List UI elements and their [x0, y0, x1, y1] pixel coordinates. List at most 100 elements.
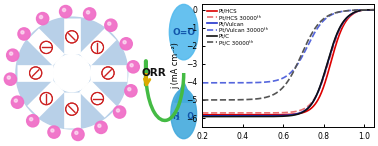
Circle shape: [105, 19, 117, 31]
Pt/HCS: [301, 112, 306, 113]
Circle shape: [75, 131, 78, 134]
Circle shape: [116, 109, 119, 112]
Circle shape: [72, 128, 84, 140]
Pt/HCS 30000ᵗʰ: [330, 51, 334, 52]
Circle shape: [169, 4, 198, 60]
Pt/Vulcan: [200, 115, 204, 117]
Pt/C 30000ᵗʰ: [200, 99, 204, 101]
Pt/C: [301, 111, 306, 113]
Circle shape: [67, 32, 77, 42]
Pt/HCS 30000ᵗʰ: [372, 9, 376, 11]
Circle shape: [6, 49, 19, 61]
Pt/Vulcan: [372, 9, 376, 11]
Circle shape: [29, 118, 33, 121]
Circle shape: [60, 6, 72, 18]
Circle shape: [42, 43, 51, 52]
Circle shape: [103, 68, 113, 78]
Circle shape: [9, 52, 13, 55]
Pt/C: [200, 116, 204, 117]
Circle shape: [40, 92, 53, 105]
Pt/Vulcan 30000ᵗʰ: [231, 82, 235, 84]
Pt/Vulcan: [330, 48, 334, 50]
Pt/Vulcan 30000ᵗʰ: [244, 82, 249, 84]
Circle shape: [26, 115, 39, 127]
Circle shape: [93, 43, 102, 52]
Pt/Vulcan 30000ᵗʰ: [200, 82, 204, 84]
Pt/Vulcan: [315, 93, 319, 95]
Circle shape: [87, 11, 90, 14]
Circle shape: [125, 85, 137, 97]
Pt/C 30000ᵗʰ: [231, 99, 235, 101]
Circle shape: [62, 8, 66, 12]
Circle shape: [53, 54, 90, 92]
Line: Pt/HCS: Pt/HCS: [202, 10, 374, 115]
Circle shape: [84, 8, 96, 20]
Circle shape: [113, 106, 126, 118]
Circle shape: [66, 31, 78, 43]
Circle shape: [127, 61, 139, 73]
Circle shape: [108, 22, 111, 25]
Circle shape: [95, 121, 107, 133]
Circle shape: [98, 124, 101, 127]
Pt/C 30000ᵗʰ: [278, 89, 282, 91]
Pt/Vulcan 30000ᵗʰ: [372, 9, 376, 11]
Circle shape: [40, 41, 53, 54]
Pt/C 30000ᵗʰ: [372, 9, 376, 11]
Pt/HCS: [278, 114, 282, 115]
Pt/C 30000ᵗʰ: [301, 49, 306, 51]
Pt/HCS: [231, 114, 235, 116]
Pt/HCS 30000ᵗʰ: [231, 112, 235, 114]
Circle shape: [128, 88, 131, 91]
Circle shape: [42, 94, 51, 103]
Pt/HCS: [372, 9, 376, 11]
Pt/Vulcan: [278, 115, 282, 117]
Circle shape: [51, 129, 54, 132]
Circle shape: [18, 28, 30, 40]
Circle shape: [11, 96, 23, 108]
Y-axis label: j (mA cm⁻²): j (mA cm⁻²): [172, 42, 181, 89]
Pt/C 30000ᵗʰ: [315, 25, 319, 26]
Circle shape: [14, 99, 17, 102]
Circle shape: [7, 76, 11, 79]
Pt/C: [372, 9, 376, 11]
Text: H   O: H O: [172, 112, 194, 121]
Line: Pt/C 30000ᵗʰ: Pt/C 30000ᵗʰ: [202, 10, 374, 100]
Text: 2: 2: [176, 117, 180, 121]
Pt/C: [330, 47, 334, 49]
Pt/HCS: [200, 114, 204, 116]
Pt/C: [244, 116, 249, 117]
Pt/HCS: [330, 58, 334, 60]
Pt/Vulcan: [231, 115, 235, 117]
Pt/Vulcan: [301, 110, 306, 112]
Pt/Vulcan 30000ᵗʰ: [278, 78, 282, 80]
Pt/Vulcan 30000ᵗʰ: [330, 14, 334, 15]
Circle shape: [130, 64, 133, 67]
Pt/C: [315, 93, 319, 95]
Text: O=O: O=O: [172, 28, 195, 37]
Pt/Vulcan: [244, 115, 249, 117]
Pt/C 30000ᵗʰ: [244, 99, 249, 100]
Circle shape: [39, 15, 43, 19]
Pt/HCS 30000ᵗʰ: [278, 112, 282, 114]
Circle shape: [31, 68, 40, 78]
Pt/HCS: [244, 114, 249, 116]
Pt/HCS: [315, 100, 319, 102]
Pt/C: [278, 115, 282, 117]
Line: Pt/Vulcan 30000ᵗʰ: Pt/Vulcan 30000ᵗʰ: [202, 10, 374, 83]
Circle shape: [171, 89, 197, 139]
Line: Pt/HCS 30000ᵗʰ: Pt/HCS 30000ᵗʰ: [202, 10, 374, 113]
Pt/HCS 30000ᵗʰ: [315, 93, 319, 95]
Pt/C: [231, 116, 235, 117]
Circle shape: [67, 104, 77, 114]
Circle shape: [93, 94, 102, 103]
Legend: Pt/HCS, Pt/HCS 30000ᵗʰ, Pt/Vulcan, Pt/Vulcan 30000ᵗʰ, Pt/C, Pt/C 30000ᵗʰ: Pt/HCS, Pt/HCS 30000ᵗʰ, Pt/Vulcan, Pt/Vu…: [207, 8, 268, 46]
Pt/Vulcan 30000ᵗʰ: [315, 28, 319, 30]
Circle shape: [91, 41, 104, 54]
Circle shape: [66, 103, 78, 115]
Circle shape: [21, 31, 24, 34]
Circle shape: [48, 126, 60, 138]
Circle shape: [123, 41, 126, 44]
Circle shape: [37, 13, 49, 25]
Circle shape: [16, 17, 128, 129]
Circle shape: [91, 92, 104, 105]
